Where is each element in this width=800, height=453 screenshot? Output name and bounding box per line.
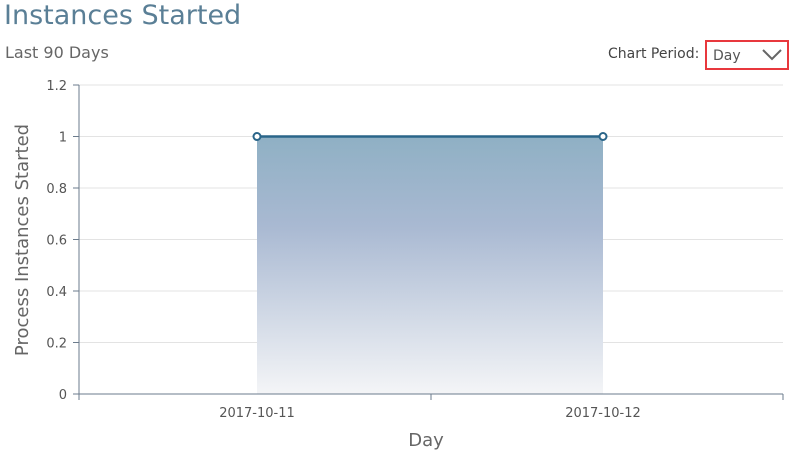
chart-period-label: Chart Period:	[608, 46, 700, 62]
y-tick-label: 0.4	[46, 285, 67, 300]
x-tick-label: 2017-10-11	[219, 406, 295, 421]
y-tick-label: 1.2	[46, 79, 67, 94]
chart-period-select[interactable]: Day	[705, 40, 789, 70]
page-title: Instances Started	[4, 0, 242, 31]
y-tick-label: 0	[59, 388, 67, 403]
x-axis-label: Day	[408, 430, 444, 451]
chevron-down-icon	[762, 49, 782, 61]
data-point	[252, 132, 262, 141]
x-tick-label: 2017-10-12	[565, 406, 641, 421]
area-fill	[257, 136, 603, 394]
y-tick-label: 0.6	[46, 234, 67, 249]
y-axis-label: Process Instances Started	[12, 124, 33, 356]
chart-period-value: Day	[713, 48, 741, 64]
y-tick-label: 0.2	[46, 337, 67, 352]
y-tick-label: 1	[59, 131, 67, 146]
page-subtitle: Last 90 Days	[5, 43, 109, 62]
y-tick-label: 0.8	[46, 182, 67, 197]
data-point	[598, 132, 608, 141]
